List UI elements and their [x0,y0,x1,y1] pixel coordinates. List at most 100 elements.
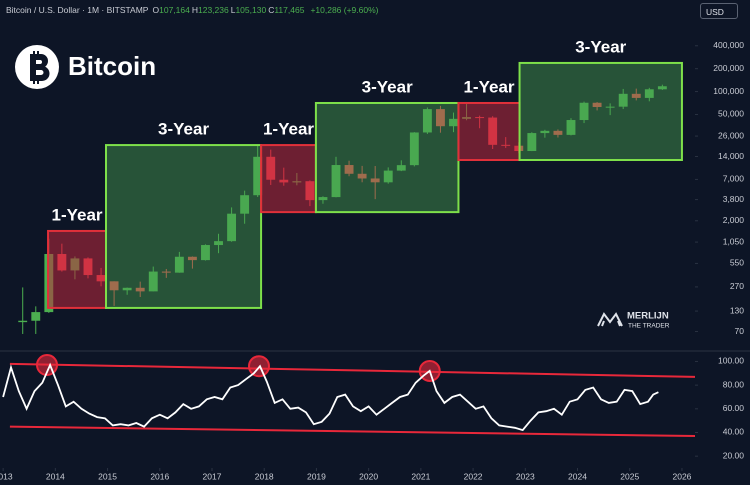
candle-body [174,256,184,273]
x-tick-label: 2020 [359,471,378,481]
watermark-tagline: THE TRADER [628,323,670,330]
rsi-line [2,362,659,432]
ohlc-key: O [152,5,160,15]
candle-body [122,287,132,291]
candle-body [618,93,628,107]
period-box [260,144,317,214]
y-tick-label: 14,000 [718,151,744,161]
period-label: 1-Year [463,77,514,96]
x-tick-label: 2013 [0,471,13,481]
candle-body [631,93,641,98]
y-tick-label: 1,050 [723,236,745,246]
x-tick-label: 2024 [568,471,587,481]
candle-body [409,132,419,166]
candle-body [370,178,380,183]
y-tick-label: 20.00 [723,450,745,460]
y-tick-label: 130 [730,305,744,315]
y-tick-label: 2,000 [723,215,745,225]
y-tick-label: 80.00 [723,379,745,389]
plot-area [2,354,695,438]
y-tick-label: 400,000 [713,40,744,50]
watermark-name: MERLIJN [627,311,669,322]
y-tick-label: 3,800 [723,194,745,204]
y-tick-label: 70 [735,326,745,336]
y-tick-label: 550 [730,258,744,268]
candle-body [109,281,119,291]
period-label: 1-Year [263,120,314,139]
logo-glyph [30,51,50,84]
candle-body [214,241,223,246]
period-label: 3-Year [158,120,209,139]
candle-body [135,287,145,292]
candle-body [527,133,537,152]
candle-body [449,118,458,127]
candle-body [553,130,563,135]
x-tick-label: 2026 [672,471,691,481]
y-tick-label: 100.00 [718,356,744,366]
candle-body [357,173,367,179]
candle-body [253,156,263,196]
symbol-name: Bitcoin / U.S. Dollar · 1M · BITSTAMP [6,5,149,15]
candle-body [605,106,615,108]
ohlc-value: 123,236 [197,5,229,15]
period-label: 1-Year [51,205,102,224]
period-box [314,101,460,214]
symbol-header: Bitcoin / U.S. Dollar · 1M · BITSTAMP O1… [6,5,381,15]
x-tick-label: 2018 [255,471,274,481]
y-tick-label: 26,000 [718,130,744,140]
candle-body [318,197,328,201]
x-tick-label: 2017 [203,471,222,481]
ohlc-key: C [268,5,275,15]
ohlc-value: 107,164 [159,5,190,15]
price-change: +10,286 (+9.60%) [310,5,379,15]
ohlc-key: H [191,5,198,15]
x-tick-label: 2019 [307,471,326,481]
candle-body [644,89,654,98]
candle-body [566,120,576,135]
trend-line [9,425,695,438]
period-box [457,101,521,161]
currency-button[interactable]: USD [700,3,738,19]
y-tick-label: 60.00 [723,403,745,413]
y-tick-label: 7,000 [723,174,745,184]
candle-body [18,320,28,323]
candle-body [331,165,341,198]
x-tick-label: 2015 [98,471,117,481]
x-tick-label: 2022 [464,471,483,481]
logo-title: Bitcoin [68,51,156,81]
watermark-icon [597,312,623,327]
candle-body [422,109,432,133]
x-tick-label: 2023 [516,471,535,481]
y-tick-label: 100,000 [713,86,744,96]
candle-body [383,170,393,183]
ohlc-key: L [230,5,236,15]
period-box [518,61,683,161]
candle-body [396,165,406,171]
candle-body [148,271,158,292]
candle-body [579,102,589,121]
y-tick-label: 50,000 [718,109,744,119]
candle-body [436,109,445,127]
period-label: 3-Year [575,37,626,56]
ohlc-values: O107,164 H123,236 L105,130 C117,465 [152,5,306,15]
y-tick-label: 40.00 [723,427,745,437]
x-tick-label: 2021 [411,471,430,481]
ohlc-value: 105,130 [235,5,267,15]
candle-body [540,130,550,134]
x-tick-label: 2014 [46,471,65,481]
candle-body [240,195,250,214]
period-box [104,144,263,309]
candle-body [31,312,41,321]
candle-body [187,256,197,261]
x-tick-label: 2016 [150,471,169,481]
ohlc-value: 117,465 [274,5,305,15]
y-tick-label: 200,000 [713,63,744,73]
y-tick-label: 270 [730,281,744,291]
x-tick-label: 2025 [620,471,639,481]
candle-body [201,245,210,261]
candle-body [161,271,171,273]
period-label: 3-Year [362,77,413,96]
trend-line [9,362,695,378]
